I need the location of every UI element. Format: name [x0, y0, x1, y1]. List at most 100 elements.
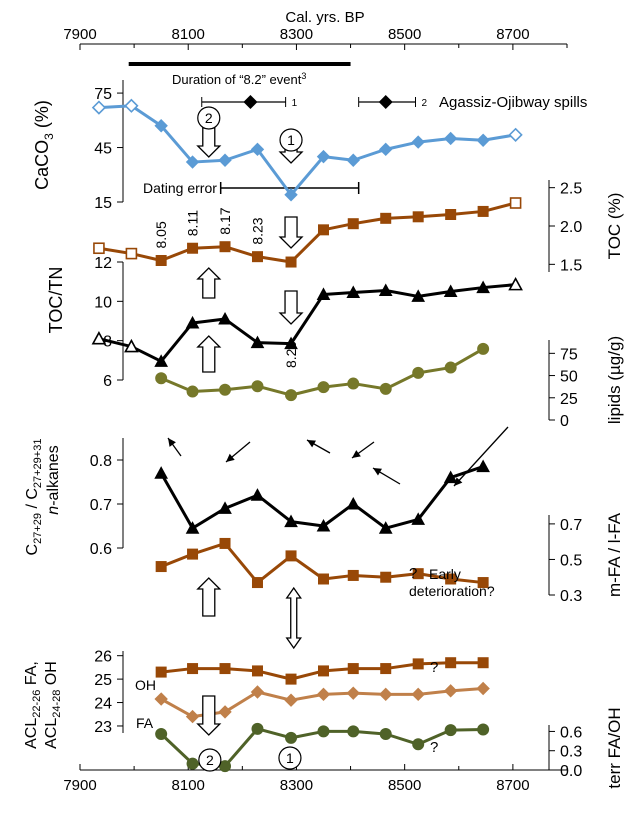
data-point: [412, 568, 424, 580]
data-point: [347, 569, 359, 581]
trend-arrow-head: [226, 453, 235, 462]
data-point: [251, 665, 263, 677]
block-arrow-up: [196, 577, 222, 617]
data-point: [186, 757, 199, 770]
data-point: [125, 247, 138, 260]
bottom-x-tick-label: 8300: [280, 777, 313, 794]
data-point: [219, 537, 231, 549]
data-point: [477, 205, 489, 217]
circle-2-top: [197, 106, 221, 130]
block-arrow-up: [196, 335, 222, 373]
data-point: [218, 705, 232, 719]
data-point: [379, 687, 393, 702]
data-point: [155, 561, 167, 573]
data-point: [317, 725, 330, 738]
event-duration-label: Duration of “8.2” event3: [172, 71, 306, 87]
trend-arrow-line: [453, 426, 509, 487]
question-mark: ?: [409, 565, 417, 582]
trend-arrow-head: [352, 450, 361, 458]
spill-marker: [243, 95, 258, 109]
y-tick-label: 45: [94, 141, 112, 158]
circle-1-top-text: 1: [287, 132, 295, 148]
top-x-tick-label: 8700: [496, 26, 529, 43]
data-point: [185, 521, 200, 534]
data-point: [250, 685, 265, 699]
block-arrow-up: [196, 267, 222, 299]
bottom-x-tick-label: 8700: [496, 777, 529, 794]
top-axis-title: Cal. yrs. BP: [285, 9, 364, 26]
data-point: [411, 289, 426, 302]
data-point: [411, 512, 426, 525]
data-point: [187, 663, 199, 675]
data-point: [380, 212, 392, 224]
data-point: [250, 142, 265, 157]
data-point: [155, 728, 168, 740]
data-point: [378, 283, 393, 297]
bottom-x-tick-label: 7900: [63, 777, 96, 794]
block-arrow-down: [278, 216, 304, 249]
data-point: [380, 663, 392, 675]
data-point: [379, 142, 393, 157]
data-point: [443, 284, 458, 297]
data-point: [155, 255, 167, 266]
top-x-tick-label: 8100: [172, 26, 205, 43]
data-point: [443, 470, 458, 484]
series-label-oh: OH: [135, 677, 156, 693]
data-point: [443, 684, 458, 698]
data-point: [508, 276, 523, 291]
data-point: [346, 153, 360, 167]
ylabel-acl-line1: ACL22-26 FA,: [23, 661, 43, 749]
data-point: [443, 131, 458, 146]
block-arrow-down: [196, 695, 222, 736]
y-tick-label: 0.8: [90, 453, 112, 470]
question-mark: ?: [430, 739, 438, 756]
ylabel-caco3: CaCO3 (%): [32, 100, 56, 190]
toc-age-label: 8.29: [283, 341, 299, 368]
data-point: [444, 361, 457, 374]
data-point: [250, 335, 265, 349]
data-point: [91, 100, 107, 115]
data-point: [316, 518, 331, 532]
y-tick-label: 26: [94, 649, 112, 666]
data-point: [316, 149, 331, 164]
data-point: [186, 385, 199, 398]
data-point: [476, 280, 490, 294]
data-point: [476, 459, 490, 473]
data-point: [445, 209, 457, 220]
data-point: [219, 383, 232, 396]
y-tick-label: 0.0: [560, 763, 582, 780]
y-tick-label: 25: [94, 672, 112, 689]
data-point: [154, 119, 168, 133]
data-point: [218, 311, 232, 325]
tick-layer: 7900 7900 8100 8100 8300 8300 8500 8500 8700 8700…: [63, 26, 582, 794]
data-point: [411, 687, 425, 702]
trend-arrow-head: [307, 440, 316, 448]
ylabel-toc: TOC (%): [605, 193, 624, 260]
data-point: [284, 336, 298, 350]
data-point: [508, 127, 523, 142]
y-tick-label: 0.7: [90, 497, 112, 514]
top-x-tick-label: 7900: [63, 26, 96, 43]
y-tick-label: 0.3: [560, 744, 582, 761]
trend-arrow-head: [168, 438, 176, 447]
deterioration-label: deterioration?: [409, 583, 495, 599]
data-point: [379, 728, 392, 740]
y-tick-label: 0.5: [560, 552, 582, 569]
series-layer: [91, 98, 523, 773]
block-arrow-down: [196, 127, 222, 158]
ylabel-terr: terr FA/OH: [605, 707, 624, 788]
y-tick-label: 15: [94, 195, 112, 212]
data-point: [124, 98, 139, 113]
data-point: [250, 488, 265, 501]
y-tick-label: 23: [94, 719, 112, 736]
data-point: [445, 657, 457, 669]
data-point: [347, 377, 360, 390]
data-point: [285, 389, 298, 402]
toc-age-label: 8.05: [153, 221, 169, 248]
data-point: [154, 692, 168, 706]
data-point: [218, 153, 232, 167]
circle-2-bottom: [198, 748, 222, 772]
annotation-layer: OH FA 8.05 8.11 8.17 8.23 8.29 2 1 2 1??? Earlydete…: [135, 106, 509, 772]
y-tick-label: 0.7: [560, 517, 582, 534]
